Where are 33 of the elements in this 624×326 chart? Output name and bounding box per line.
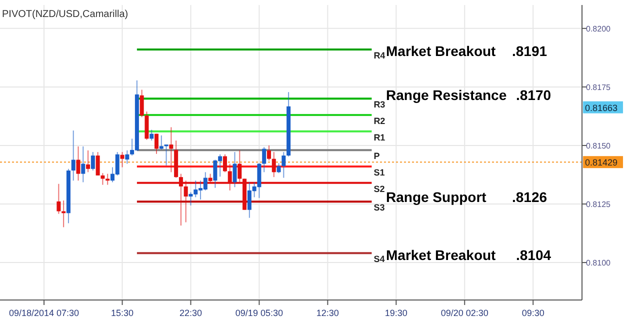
series-label: S2 xyxy=(374,184,385,194)
x-tick-label: 15:30 xyxy=(111,308,134,318)
annotation: .8170 xyxy=(516,87,552,103)
x-tick-label: 12:30 xyxy=(316,308,339,318)
annotation: .8126 xyxy=(512,189,548,205)
series-label: R3 xyxy=(374,100,386,110)
y-tick-label: 0.8200 xyxy=(586,24,612,34)
x-tick-label: 22:30 xyxy=(179,308,202,318)
x-tick-label: 09/19 05:30 xyxy=(235,308,283,318)
series-label: S3 xyxy=(374,202,385,213)
annotation: 0.81663 xyxy=(585,102,618,113)
ref-line-label: 0.81429 xyxy=(585,158,618,168)
x-tick-label: 09:30 xyxy=(522,308,544,318)
y-tick-label: 0.8125 xyxy=(586,200,612,210)
annotation: Market Breakout xyxy=(386,247,496,263)
annotation: Range Support xyxy=(386,189,487,205)
x-tick-label: 09/18/2014 07:30 xyxy=(8,308,80,318)
series-label: R2 xyxy=(374,116,386,126)
series-label: S1 xyxy=(374,168,385,178)
x-tick-label: 19:30 xyxy=(384,308,408,318)
annotation: .8191 xyxy=(512,43,548,59)
annotation: Range Resistance xyxy=(386,87,507,103)
annotation: .8104 xyxy=(516,247,552,263)
y-tick-label: 0.8150 xyxy=(586,141,612,150)
annotation: Market Breakout xyxy=(386,43,496,59)
chart-title: PIVOT(NZD/USD,Camarilla) xyxy=(2,9,128,20)
y-tick-label: 0.8175 xyxy=(586,82,612,92)
series-label: S4 xyxy=(374,254,385,264)
y-tick-label: 0.8100 xyxy=(586,258,612,268)
x-tick-label: 09/20 02:30 xyxy=(440,308,488,318)
series-label: P xyxy=(374,151,380,162)
series-label: R4 xyxy=(374,50,386,60)
series-label: R1 xyxy=(374,132,386,142)
